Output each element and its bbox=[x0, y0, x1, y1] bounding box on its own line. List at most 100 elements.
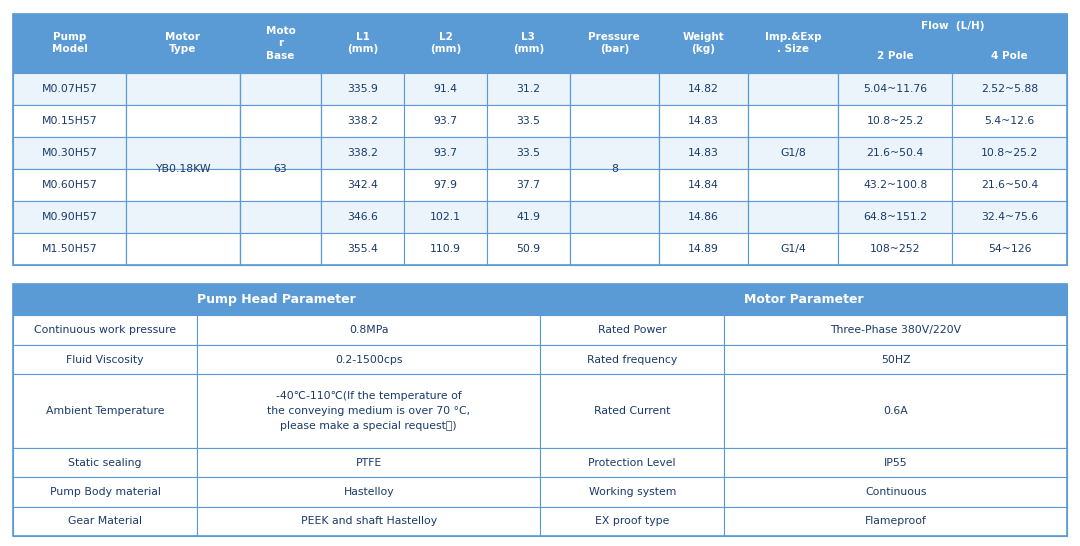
Bar bbox=[321, 233, 404, 265]
Bar bbox=[13, 105, 126, 136]
Bar bbox=[321, 136, 404, 169]
Text: 8: 8 bbox=[611, 164, 618, 174]
Text: 0.8MPa: 0.8MPa bbox=[349, 325, 389, 335]
Bar bbox=[487, 14, 570, 73]
Text: Hastelloy: Hastelloy bbox=[343, 487, 394, 497]
Text: 50HZ: 50HZ bbox=[881, 354, 910, 365]
Text: 97.9: 97.9 bbox=[433, 180, 458, 190]
Bar bbox=[487, 105, 570, 136]
Bar bbox=[126, 14, 240, 73]
Bar bbox=[570, 105, 659, 136]
Bar bbox=[540, 316, 725, 345]
Text: 108~252: 108~252 bbox=[870, 244, 920, 254]
Bar bbox=[198, 477, 540, 507]
Text: 14.83: 14.83 bbox=[688, 148, 718, 158]
Bar bbox=[747, 136, 838, 169]
Bar bbox=[321, 14, 404, 73]
Bar bbox=[198, 316, 540, 345]
Text: Gear Material: Gear Material bbox=[68, 517, 143, 526]
Bar bbox=[540, 477, 725, 507]
Bar bbox=[487, 73, 570, 105]
Bar bbox=[13, 14, 1067, 265]
Bar bbox=[838, 201, 953, 233]
Text: Rated Power: Rated Power bbox=[598, 325, 666, 335]
Bar bbox=[198, 375, 540, 448]
Bar bbox=[126, 73, 240, 265]
Bar bbox=[321, 73, 404, 105]
Bar bbox=[659, 136, 747, 169]
Text: M0.15H57: M0.15H57 bbox=[42, 116, 97, 126]
Bar bbox=[13, 73, 126, 105]
Text: Fluid Viscosity: Fluid Viscosity bbox=[67, 354, 144, 365]
Bar bbox=[404, 169, 487, 201]
Text: Motor Parameter: Motor Parameter bbox=[744, 293, 863, 306]
Text: Flameproof: Flameproof bbox=[865, 517, 927, 526]
Bar bbox=[404, 201, 487, 233]
Text: 14.89: 14.89 bbox=[688, 244, 718, 254]
Bar bbox=[321, 169, 404, 201]
Bar bbox=[747, 73, 838, 105]
Bar bbox=[838, 169, 953, 201]
Bar bbox=[540, 375, 725, 448]
Text: Working system: Working system bbox=[589, 487, 676, 497]
Text: Continuous: Continuous bbox=[865, 487, 927, 497]
Text: 102.1: 102.1 bbox=[430, 212, 461, 222]
Text: Static sealing: Static sealing bbox=[68, 458, 141, 467]
Text: 14.82: 14.82 bbox=[688, 84, 718, 94]
Text: 64.8~151.2: 64.8~151.2 bbox=[863, 212, 928, 222]
Bar bbox=[659, 73, 747, 105]
Bar bbox=[725, 448, 1067, 477]
Bar bbox=[747, 14, 838, 73]
Text: 0.6A: 0.6A bbox=[883, 406, 908, 416]
Bar bbox=[321, 105, 404, 136]
Text: 355.4: 355.4 bbox=[348, 244, 378, 254]
Bar bbox=[953, 136, 1067, 169]
Bar bbox=[126, 201, 240, 233]
Bar bbox=[13, 14, 126, 73]
Text: Moto
r
Base: Moto r Base bbox=[266, 26, 295, 61]
Text: Motor
Type: Motor Type bbox=[165, 32, 201, 55]
Text: 93.7: 93.7 bbox=[433, 148, 458, 158]
Bar bbox=[13, 375, 198, 448]
Bar bbox=[953, 169, 1067, 201]
Bar bbox=[404, 136, 487, 169]
Text: 93.7: 93.7 bbox=[433, 116, 458, 126]
Bar bbox=[659, 105, 747, 136]
Bar bbox=[13, 136, 126, 169]
Bar bbox=[838, 105, 953, 136]
Text: Continuous work pressure: Continuous work pressure bbox=[35, 325, 176, 335]
Bar bbox=[13, 169, 126, 201]
Bar bbox=[747, 201, 838, 233]
Text: 346.6: 346.6 bbox=[348, 212, 378, 222]
Text: 54~126: 54~126 bbox=[988, 244, 1031, 254]
Bar bbox=[198, 507, 540, 536]
Text: 63: 63 bbox=[273, 164, 287, 174]
Bar bbox=[570, 233, 659, 265]
Bar bbox=[13, 284, 1067, 536]
Bar bbox=[540, 284, 1067, 316]
Text: 91.4: 91.4 bbox=[433, 84, 458, 94]
Text: 41.9: 41.9 bbox=[516, 212, 540, 222]
Text: 110.9: 110.9 bbox=[430, 244, 461, 254]
Bar bbox=[13, 201, 126, 233]
Bar bbox=[240, 169, 321, 201]
Text: 14.84: 14.84 bbox=[688, 180, 718, 190]
Bar bbox=[659, 201, 747, 233]
Bar bbox=[13, 507, 198, 536]
Bar bbox=[953, 38, 1067, 73]
Bar bbox=[487, 233, 570, 265]
Bar bbox=[747, 73, 838, 233]
Bar bbox=[126, 233, 240, 265]
Text: 31.2: 31.2 bbox=[516, 84, 540, 94]
Bar bbox=[540, 448, 725, 477]
Bar bbox=[13, 448, 198, 477]
Bar bbox=[126, 105, 240, 136]
Bar bbox=[725, 477, 1067, 507]
Text: 5.4~12.6: 5.4~12.6 bbox=[985, 116, 1035, 126]
Text: 21.6~50.4: 21.6~50.4 bbox=[866, 148, 923, 158]
Text: 342.4: 342.4 bbox=[348, 180, 378, 190]
Bar bbox=[540, 345, 725, 375]
Bar bbox=[570, 201, 659, 233]
Text: Pressure
(bar): Pressure (bar) bbox=[589, 32, 640, 55]
Bar bbox=[570, 136, 659, 169]
